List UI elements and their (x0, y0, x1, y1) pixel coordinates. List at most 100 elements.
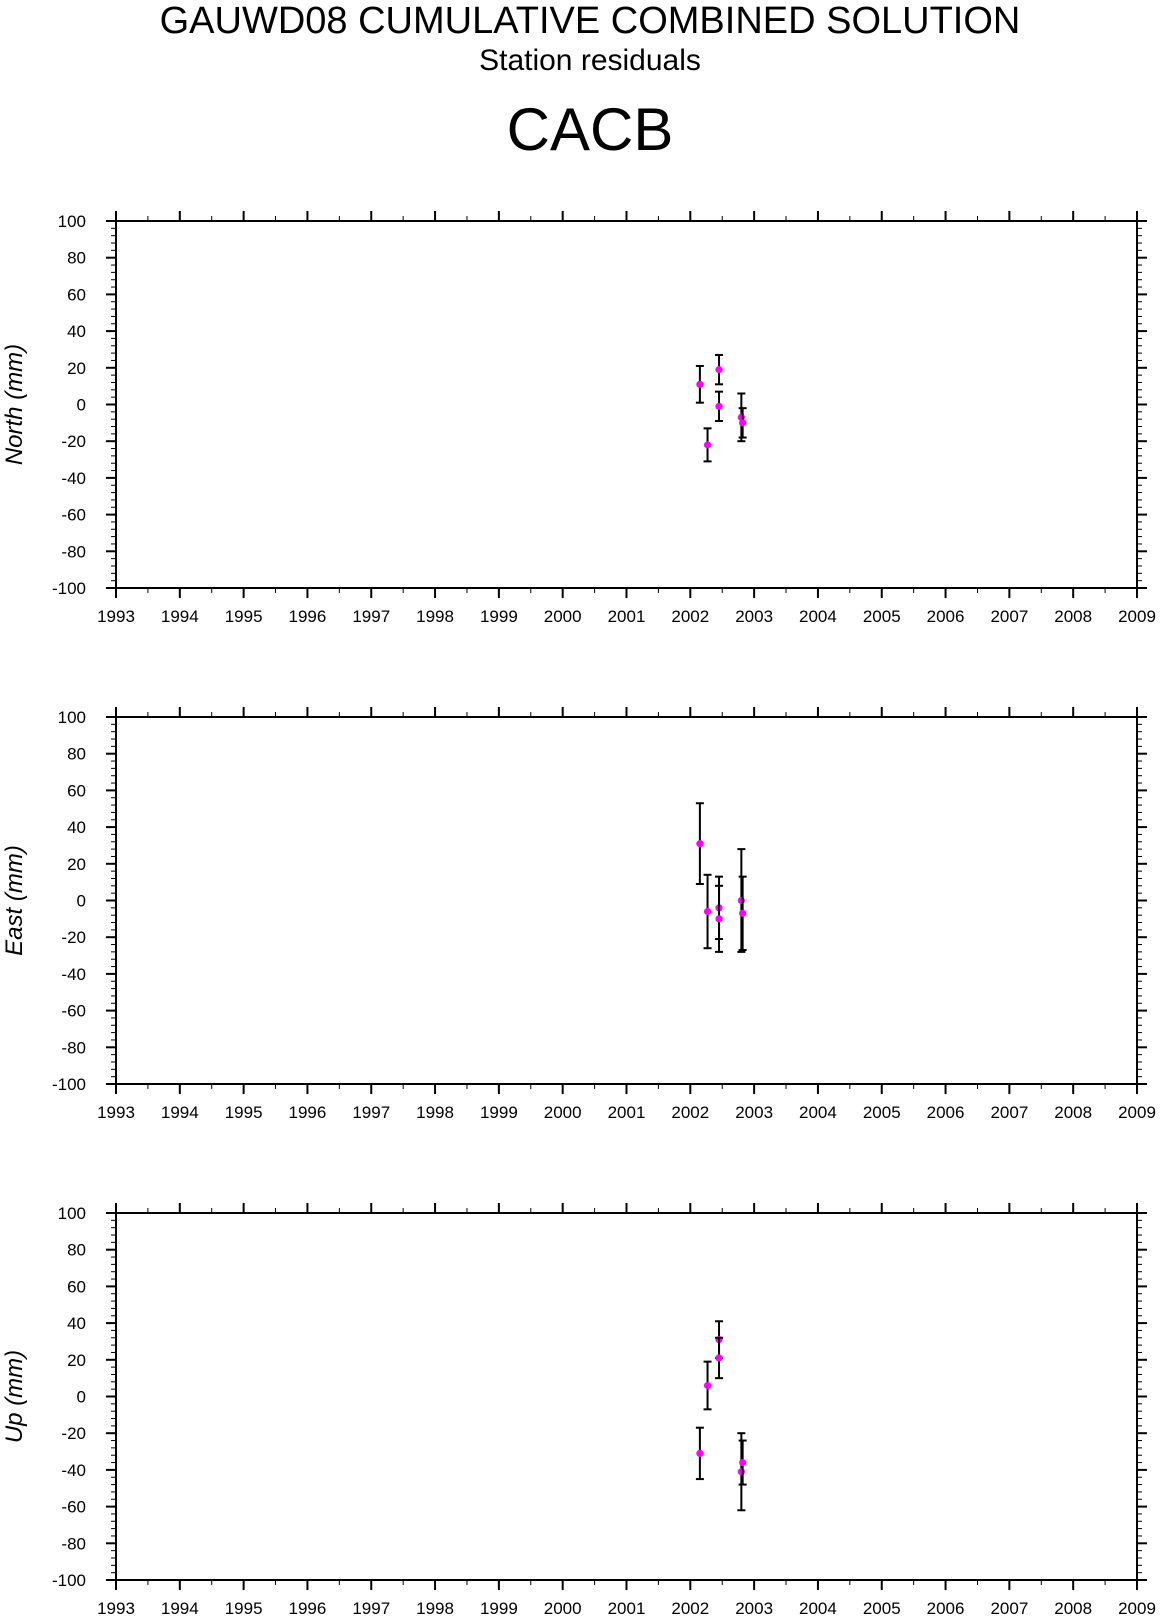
data-point (715, 366, 723, 374)
x-tick-label: 2004 (799, 1103, 837, 1122)
y-tick-label: -20 (61, 1424, 86, 1443)
x-tick-label: 1993 (97, 1103, 135, 1122)
y-tick-label: 20 (67, 1351, 86, 1370)
y-tick-label: -100 (52, 579, 86, 598)
y-tick-label: 100 (58, 708, 86, 727)
data-point (696, 840, 704, 848)
x-tick-label: 1995 (225, 1103, 263, 1122)
y-tick-label: -80 (61, 1534, 86, 1553)
y-tick-label: -100 (52, 1075, 86, 1094)
x-tick-label: 2003 (735, 1599, 773, 1618)
x-tick-label: 1997 (352, 1103, 390, 1122)
data-point (737, 896, 745, 905)
x-tick-label: 1994 (161, 1599, 199, 1618)
chart-subtitle: Station residuals (479, 44, 701, 77)
data-point (696, 380, 704, 388)
y-tick-label: 100 (58, 212, 86, 231)
y-tick-label: -40 (61, 965, 86, 984)
x-tick-label: 2005 (863, 1103, 901, 1122)
y-tick-label: 40 (67, 322, 86, 341)
data-point (715, 915, 723, 923)
y-tick-label: -40 (61, 1461, 86, 1480)
y-tick-label: 20 (67, 359, 86, 378)
y-axis-title: North (mm) (1, 344, 28, 465)
x-tick-label: 2005 (863, 607, 901, 626)
x-tick-label: 1997 (352, 1599, 390, 1618)
x-tick-label: 2005 (863, 1599, 901, 1618)
y-tick-label: -20 (61, 928, 86, 947)
y-axis-title: East (mm) (1, 845, 28, 956)
x-tick-label: 2004 (799, 607, 837, 626)
x-tick-label: 1995 (225, 607, 263, 626)
x-tick-label: 2006 (927, 1599, 965, 1618)
data-point (703, 441, 712, 449)
x-tick-label: 1996 (289, 1103, 327, 1122)
data-point (696, 1449, 704, 1457)
x-tick-label: 1993 (97, 1599, 135, 1618)
x-tick-label: 2009 (1118, 1103, 1156, 1122)
y-tick-label: -60 (61, 506, 86, 525)
x-tick-label: 2009 (1118, 607, 1156, 626)
y-tick-label: -80 (61, 542, 86, 561)
data-point (715, 402, 723, 410)
y-tick-label: -20 (61, 432, 86, 451)
x-tick-label: 2001 (608, 1103, 646, 1122)
x-tick-label: 1996 (289, 607, 327, 626)
data-point (739, 1458, 747, 1467)
x-tick-label: 2000 (544, 607, 582, 626)
x-tick-label: 1998 (416, 1103, 454, 1122)
y-tick-label: 0 (77, 396, 86, 415)
y-tick-label: -60 (61, 1498, 86, 1517)
x-tick-label: 2006 (927, 607, 965, 626)
x-tick-label: 2007 (990, 1103, 1028, 1122)
x-tick-label: 2008 (1054, 1103, 1092, 1122)
data-point (739, 909, 747, 917)
x-tick-label: 2003 (735, 607, 773, 626)
x-tick-label: 2000 (544, 1599, 582, 1618)
data-point (703, 1381, 712, 1390)
plot-frame (115, 716, 1138, 1085)
x-tick-label: 1997 (352, 607, 390, 626)
plot-frame (115, 1212, 1138, 1581)
station-name: CACB (506, 96, 674, 163)
y-tick-label: 100 (58, 1204, 86, 1223)
y-tick-label: -40 (61, 469, 86, 488)
y-tick-label: -60 (61, 1002, 86, 1021)
x-tick-label: 1993 (97, 607, 135, 626)
y-tick-label: 60 (67, 285, 86, 304)
y-tick-label: 20 (67, 855, 86, 874)
y-tick-label: -80 (61, 1038, 86, 1057)
x-tick-label: 1996 (289, 1599, 327, 1618)
x-tick-label: 2001 (608, 1599, 646, 1618)
y-tick-label: 60 (67, 1277, 86, 1296)
data-point (737, 1468, 745, 1476)
x-tick-label: 2007 (990, 607, 1028, 626)
x-tick-label: 2000 (544, 1103, 582, 1122)
y-tick-label: 80 (67, 1241, 86, 1260)
data-point (715, 1354, 723, 1362)
x-tick-label: 2001 (608, 607, 646, 626)
y-tick-label: 80 (67, 249, 86, 268)
x-tick-label: 1995 (225, 1599, 263, 1618)
y-tick-label: 80 (67, 745, 86, 764)
x-tick-label: 2002 (671, 607, 709, 626)
y-tick-label: 0 (77, 892, 86, 911)
x-tick-label: 1998 (416, 1599, 454, 1618)
x-tick-label: 1994 (161, 1103, 199, 1122)
x-tick-label: 2008 (1054, 1599, 1092, 1618)
x-tick-label: 1999 (480, 607, 518, 626)
data-point (703, 907, 712, 916)
x-tick-label: 2007 (990, 1599, 1028, 1618)
x-tick-label: 2008 (1054, 607, 1092, 626)
chart-title: GAUWD08 CUMULATIVE COMBINED SOLUTION (159, 0, 1021, 42)
y-tick-label: 40 (67, 818, 86, 837)
x-tick-label: 2002 (671, 1599, 709, 1618)
data-point (739, 419, 747, 427)
y-tick-label: 60 (67, 781, 86, 800)
x-tick-label: 1999 (480, 1103, 518, 1122)
y-tick-label: 40 (67, 1314, 86, 1333)
x-tick-label: 2006 (927, 1103, 965, 1122)
x-tick-label: 2009 (1118, 1599, 1156, 1618)
x-tick-label: 2002 (671, 1103, 709, 1122)
